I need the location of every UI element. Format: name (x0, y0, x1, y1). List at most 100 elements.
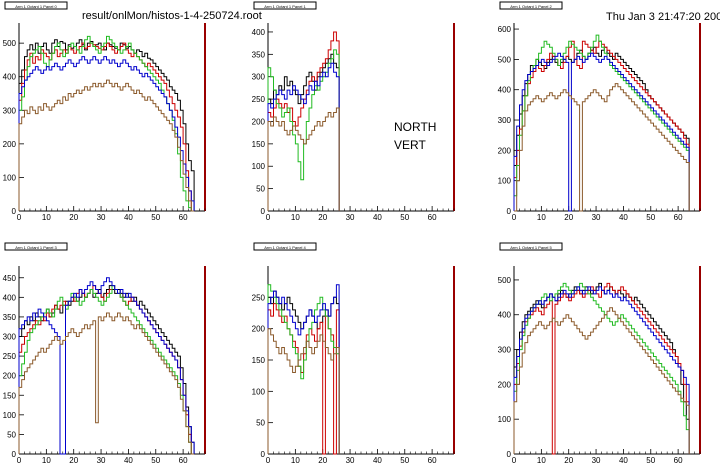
y-tick-label: 200 (3, 140, 17, 149)
panel-title-box (253, 242, 317, 251)
x-tick-label: 60 (674, 456, 683, 464)
x-tick-label: 0 (17, 456, 22, 464)
series-brown-line (514, 83, 690, 212)
series-blue-line (267, 284, 340, 454)
series-black-line (267, 53, 340, 211)
series-green-line (513, 34, 690, 211)
panel-title-box (4, 1, 68, 10)
y-tick-label: 500 (498, 55, 512, 64)
file-path-label: result/onlMon/histos-1-4-250724.root (82, 10, 262, 22)
series-blue-line (267, 62, 340, 211)
x-tick-label: 0 (266, 456, 271, 464)
x-tick-label: 30 (346, 456, 355, 464)
x-tick-label: 30 (592, 213, 601, 222)
series-black-line (513, 46, 690, 211)
y-tick-label: 100 (3, 173, 17, 182)
x-tick-label: 40 (619, 213, 628, 222)
x-tick-label: 40 (373, 213, 382, 222)
x-tick-label: 60 (674, 213, 683, 222)
y-tick-label: 100 (3, 411, 17, 420)
y-tick-label: 400 (498, 311, 512, 320)
y-tick-label: 0 (261, 207, 266, 216)
x-tick-label: 60 (428, 213, 437, 222)
y-tick-label: 300 (498, 346, 512, 355)
series-blue-line (18, 56, 195, 211)
y-tick-label: 200 (252, 325, 266, 334)
y-tick-label: 350 (3, 313, 17, 322)
y-tick-label: 0 (507, 207, 512, 216)
panel-title-box (499, 242, 563, 251)
y-tick-label: 400 (498, 86, 512, 95)
y-tick-label: 250 (3, 352, 17, 361)
series-blue-line (513, 52, 690, 212)
x-tick-label: 10 (42, 456, 51, 464)
panel-title-box (253, 1, 317, 10)
series-blue-line (18, 277, 195, 455)
x-tick-label: 10 (537, 456, 546, 464)
y-tick-label: 250 (252, 95, 266, 104)
series-blue-line (513, 286, 690, 454)
y-tick-label: 0 (261, 450, 266, 459)
panel-title: Arm 1 Octant 1 Panel 1 (264, 4, 306, 9)
y-tick-label: 0 (12, 450, 17, 459)
series-brown-line (18, 312, 195, 455)
panel-4: Arm 1 Octant 1 Panel 4 0 10 20 30 40 50 60 0 50 10… (252, 242, 455, 464)
y-tick-label: 400 (252, 28, 266, 37)
x-tick-label: 40 (124, 456, 133, 464)
x-tick-label: 50 (151, 456, 160, 464)
y-tick-label: 300 (3, 106, 17, 115)
y-tick-label: 50 (256, 419, 265, 428)
series-red-line (513, 282, 690, 455)
y-tick-label: 400 (3, 293, 17, 302)
x-tick-label: 0 (266, 213, 271, 222)
y-tick-label: 350 (252, 50, 266, 59)
x-tick-label: 20 (318, 456, 327, 464)
x-tick-label: 10 (537, 213, 546, 222)
y-tick-label: 100 (252, 387, 266, 396)
y-tick-label: 0 (507, 450, 512, 459)
series-red-line (18, 285, 195, 455)
x-tick-label: 40 (619, 456, 628, 464)
panel-title: Arm 1 Octant 1 Panel 5 (510, 245, 552, 250)
series-brown-line (267, 328, 340, 454)
x-tick-label: 20 (564, 213, 573, 222)
panel-5: Arm 1 Octant 1 Panel 5 0 10 20 30 40 50 60 0 100 2… (498, 242, 701, 464)
x-tick-label: 60 (179, 213, 188, 222)
y-tick-label: 100 (498, 415, 512, 424)
series-brown-line (513, 307, 690, 454)
y-tick-label: 150 (252, 140, 266, 149)
x-tick-label: 30 (592, 456, 601, 464)
x-tick-label: 30 (97, 213, 106, 222)
series-brown-line (18, 79, 195, 212)
series-black-line (18, 285, 195, 454)
x-tick-label: 50 (400, 456, 409, 464)
y-tick-label: 50 (7, 430, 16, 439)
y-tick-label: 200 (498, 146, 512, 155)
x-tick-label: 20 (318, 213, 327, 222)
series-brown-line (267, 107, 340, 211)
panel-3: Arm 1 Octant 1 Panel 3 0 10 20 30 40 50 60 0 50 10… (3, 242, 206, 464)
vert-label: VERT (394, 138, 426, 152)
y-tick-label: 150 (252, 356, 266, 365)
timestamp-label: Thu Jan 3 21:47:20 2008 (606, 11, 720, 23)
x-tick-label: 40 (373, 456, 382, 464)
y-tick-label: 100 (498, 177, 512, 186)
y-tick-label: 450 (3, 274, 17, 283)
series-green-line (18, 285, 195, 455)
series-black-line (18, 39, 195, 211)
y-tick-label: 600 (498, 25, 512, 34)
series-green-line (513, 282, 690, 454)
x-tick-label: 20 (69, 456, 78, 464)
x-tick-label: 10 (42, 213, 51, 222)
y-tick-label: 200 (498, 380, 512, 389)
north-label: NORTH (394, 120, 437, 134)
panel-title: Arm 1 Octant 1 Panel 4 (264, 245, 306, 250)
series-green-line (18, 35, 195, 212)
x-tick-label: 20 (69, 213, 78, 222)
series-red-line (18, 42, 195, 212)
x-tick-label: 30 (97, 456, 106, 464)
y-tick-label: 0 (12, 207, 17, 216)
x-tick-label: 60 (428, 456, 437, 464)
y-tick-label: 300 (3, 333, 17, 342)
